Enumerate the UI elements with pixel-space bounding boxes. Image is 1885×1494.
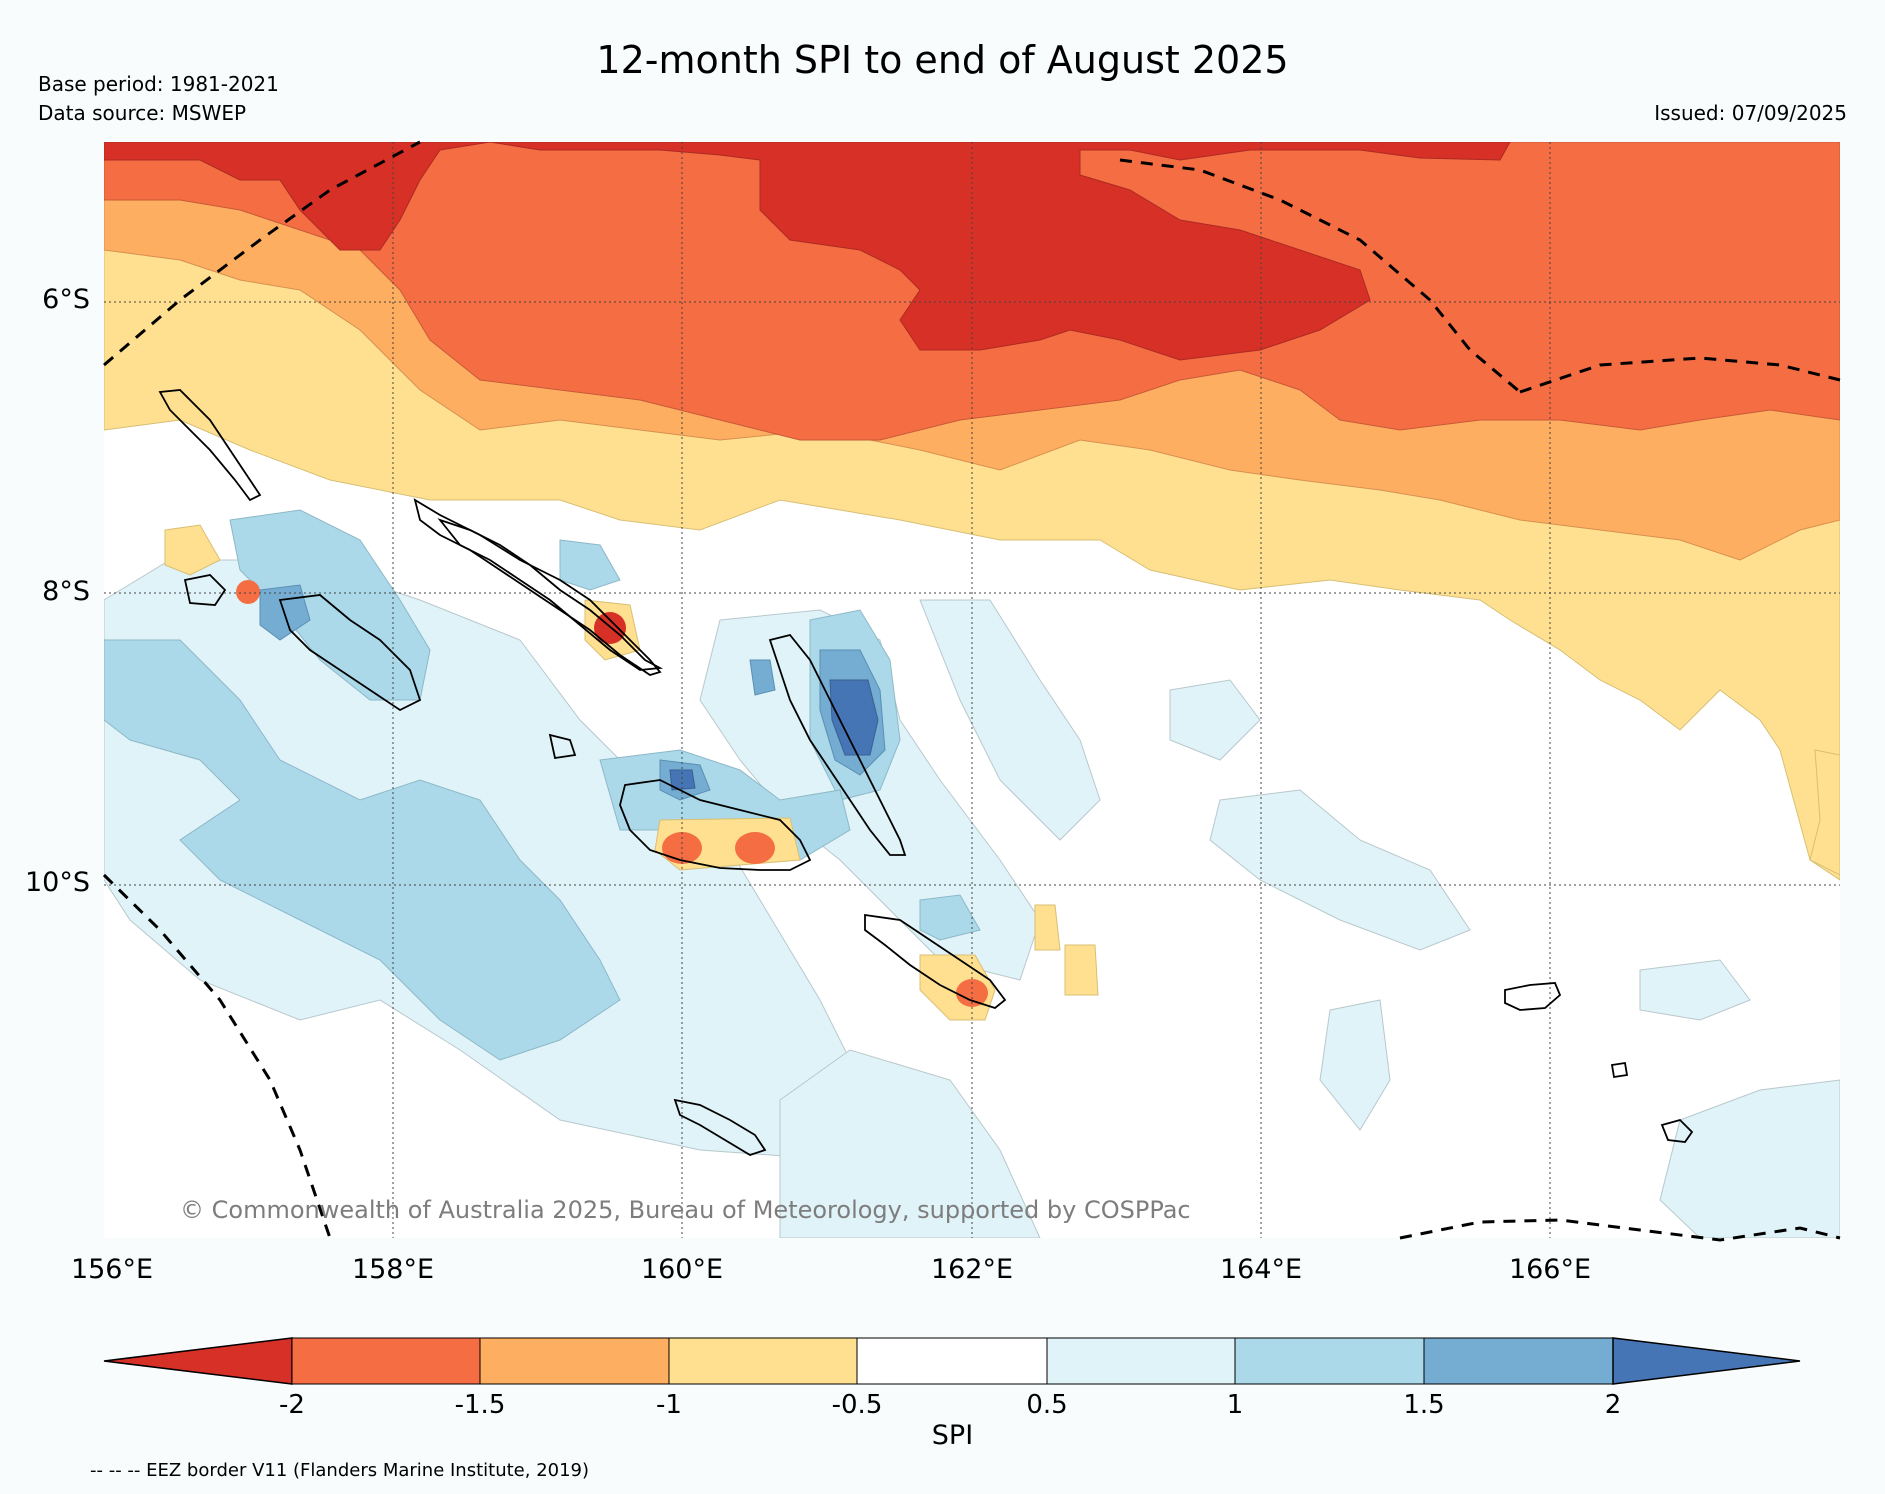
- colorbar-tick-8: 2: [1604, 1390, 1622, 1420]
- island-new-georgia: [278, 594, 422, 712]
- contour-dry-west-yellow: [164, 524, 221, 576]
- eez-north-west: [103, 140, 421, 367]
- colorbar-tick-7: 1.5: [1403, 1390, 1445, 1420]
- contour-dry-east-yellow2: [1064, 944, 1099, 996]
- xlabel-156e: 156°E: [70, 1254, 154, 1285]
- eez-north-east: [1119, 158, 1521, 394]
- contour-wet-light-east3: [1639, 959, 1751, 1021]
- island-makira: [864, 913, 1007, 1010]
- colorbar-bin-4: [856, 1337, 1048, 1385]
- coastlines: [158, 389, 1694, 1156]
- xlabel-166e: 166°E: [1508, 1254, 1592, 1285]
- eez-south-west: [102, 873, 332, 1239]
- island-bougainville: [158, 389, 262, 502]
- colorbar-label: SPI: [931, 1420, 974, 1451]
- island-santa-cruz: [1504, 982, 1562, 1011]
- map-title: 12-month SPI to end of August 2025: [596, 38, 1289, 82]
- copyright-notice: © Commonwealth of Australia 2025, Bureau…: [180, 1196, 1191, 1224]
- island-malaita: [768, 633, 907, 856]
- island-small2: [548, 733, 577, 760]
- island-isabel: [437, 518, 664, 671]
- island-guadalcanal: [619, 779, 812, 871]
- eez-legend-note: -- -- -- EEZ border V11 (Flanders Marine…: [90, 1460, 590, 1481]
- colorbar-extend-low: [103, 1337, 293, 1385]
- contour-dry-west-red: [236, 580, 260, 604]
- colorbar-tick-4: -0.5: [831, 1390, 883, 1420]
- colorbar-bin-2: [479, 1337, 670, 1385]
- eez-south-east: [1399, 1218, 1841, 1242]
- xlabel-158e: 158°E: [351, 1254, 435, 1285]
- contour-wet-light-east1: [919, 599, 1101, 841]
- data-source: Data source: MSWEP: [38, 101, 247, 125]
- graticule: [104, 142, 1840, 1238]
- contour-dry-extreme-north: [104, 142, 1511, 361]
- ylabel-6s: 6°S: [42, 284, 90, 315]
- island-small1: [1610, 1061, 1629, 1079]
- colorbar-tick-2: -1.5: [454, 1390, 506, 1420]
- eez-borders: [102, 140, 1841, 1242]
- colorbar-tick-6: 1: [1226, 1390, 1244, 1420]
- island-vanikoro: [1660, 1118, 1694, 1143]
- contour-wet-strong-misc: [749, 659, 776, 696]
- contour-wet-extreme-malaita: [829, 679, 879, 756]
- ylabel-8s: 8°S: [42, 576, 90, 607]
- issued-date: Issued: 07/09/2025: [1654, 101, 1847, 125]
- contour-wet-light-mid: [1169, 679, 1261, 761]
- xlabel-162e: 162°E: [930, 1254, 1014, 1285]
- colorbar-tick-5: 0.5: [1026, 1390, 1068, 1420]
- island-rennell: [673, 1098, 767, 1156]
- contour-wet-light-ne: [1319, 999, 1391, 1131]
- contour-wet-light-east2: [1209, 789, 1471, 951]
- island-small3: [183, 574, 227, 606]
- spi-field: [104, 142, 1840, 1238]
- xlabel-164e: 164°E: [1219, 1254, 1303, 1285]
- ylabel-10s: 10°S: [25, 867, 90, 898]
- contour-wet-light-se: [1659, 1079, 1840, 1238]
- contour-dry-east-yellow1: [1034, 904, 1061, 951]
- colorbar-extend-high: [1612, 1337, 1801, 1385]
- xlabel-160e: 160°E: [640, 1254, 724, 1285]
- contour-wet-extreme-guadal: [669, 769, 696, 791]
- colorbar-bin-6: [1234, 1337, 1425, 1385]
- base-period: Base period: 1981-2021: [38, 72, 279, 96]
- contour-wet-medium-nm: [559, 539, 621, 591]
- contour-dry-far-east-yellow: [1809, 749, 1840, 876]
- colorbar-tick-1: -2: [279, 1390, 305, 1420]
- contour-wet-medium-makira: [919, 894, 981, 941]
- contour-dry-guadal-red2: [735, 832, 775, 864]
- colorbar-bin-1: [291, 1337, 481, 1385]
- contour-wet-medium-west: [104, 639, 621, 1061]
- colorbar-bin-5: [1046, 1337, 1236, 1385]
- colorbar-bin-7: [1423, 1337, 1614, 1385]
- colorbar-bin-3: [668, 1337, 858, 1385]
- contour-wet-light-south: [779, 1049, 1041, 1238]
- colorbar-tick-3: -1: [656, 1390, 682, 1420]
